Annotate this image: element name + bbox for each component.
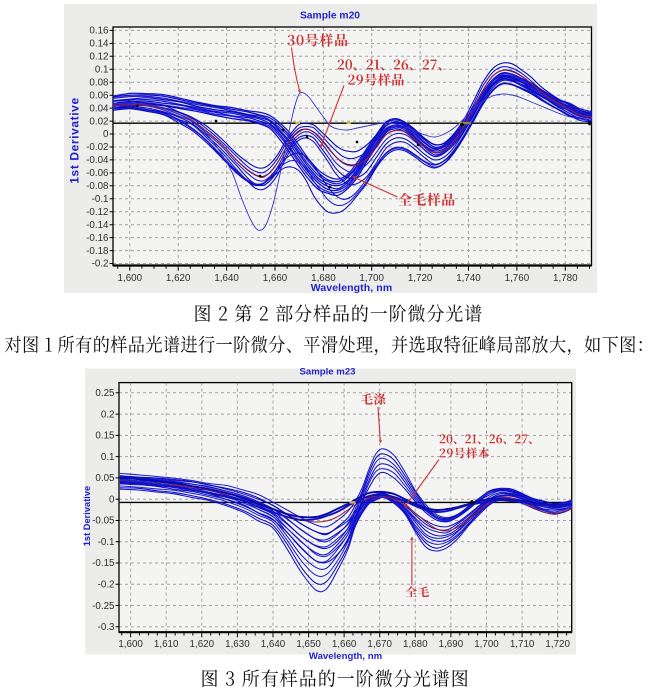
- svg-text:-0.02: -0.02: [86, 142, 108, 153]
- svg-text:-0.2: -0.2: [92, 259, 109, 270]
- svg-text:1,740: 1,740: [456, 273, 481, 284]
- svg-text:-0.14: -0.14: [86, 220, 109, 231]
- svg-text:-0.04: -0.04: [86, 155, 109, 166]
- svg-text:1,620: 1,620: [190, 639, 215, 650]
- svg-text:1,640: 1,640: [214, 273, 239, 284]
- svg-text:-0.16: -0.16: [86, 233, 109, 244]
- svg-text:-0.18: -0.18: [86, 246, 109, 257]
- svg-text:1,600: 1,600: [118, 273, 143, 284]
- svg-text:0.06: 0.06: [89, 90, 109, 101]
- svg-text:1,780: 1,780: [553, 273, 578, 284]
- svg-text:1,600: 1,600: [118, 639, 143, 650]
- svg-text:-0.2: -0.2: [98, 580, 115, 591]
- svg-text:0.12: 0.12: [89, 52, 108, 63]
- svg-text:1,660: 1,660: [332, 639, 357, 650]
- svg-text:1,680: 1,680: [311, 273, 336, 284]
- svg-text:0.2: 0.2: [101, 409, 115, 420]
- svg-text:-0.1: -0.1: [92, 194, 109, 205]
- svg-text:1,720: 1,720: [408, 273, 433, 284]
- svg-text:0: 0: [109, 494, 115, 505]
- svg-text:0.25: 0.25: [95, 388, 115, 399]
- svg-text:Sample m23: Sample m23: [300, 366, 356, 377]
- svg-text:1,670: 1,670: [367, 639, 392, 650]
- svg-text:1,760: 1,760: [505, 273, 530, 284]
- svg-text:-0.12: -0.12: [86, 207, 108, 218]
- svg-text:Wavelength, nm: Wavelength, nm: [309, 651, 382, 662]
- svg-text:1,630: 1,630: [225, 639, 250, 650]
- svg-text:1st Derivative: 1st Derivative: [82, 486, 92, 546]
- svg-text:Wavelength, nm: Wavelength, nm: [311, 282, 393, 294]
- svg-text:-0.08: -0.08: [86, 181, 109, 192]
- svg-text:1,680: 1,680: [403, 639, 428, 650]
- svg-text:0.04: 0.04: [89, 103, 109, 114]
- svg-text:1st Derivative: 1st Derivative: [68, 97, 82, 183]
- svg-text:1,710: 1,710: [510, 639, 535, 650]
- svg-text:1,660: 1,660: [263, 273, 288, 284]
- svg-text:0.08: 0.08: [89, 78, 109, 89]
- svg-text:1,640: 1,640: [261, 639, 286, 650]
- svg-text:0.1: 0.1: [95, 65, 109, 76]
- svg-text:-0.3: -0.3: [98, 622, 115, 633]
- svg-text:-0.25: -0.25: [92, 601, 115, 612]
- svg-text:0: 0: [103, 129, 109, 140]
- svg-text:0.02: 0.02: [89, 116, 108, 127]
- svg-text:0.15: 0.15: [95, 431, 115, 442]
- svg-text:-0.15: -0.15: [92, 558, 115, 569]
- svg-text:1,650: 1,650: [296, 639, 321, 650]
- svg-text:-0.06: -0.06: [86, 168, 109, 179]
- svg-text:0.1: 0.1: [101, 452, 115, 463]
- svg-text:-0.1: -0.1: [98, 537, 115, 548]
- svg-text:1,700: 1,700: [474, 639, 499, 650]
- svg-text:1,700: 1,700: [359, 273, 384, 284]
- svg-text:Sample m20: Sample m20: [300, 10, 360, 21]
- svg-text:-0.05: -0.05: [92, 516, 115, 527]
- svg-text:1,610: 1,610: [154, 639, 179, 650]
- svg-text:0.16: 0.16: [89, 26, 109, 37]
- svg-text:1,690: 1,690: [439, 639, 464, 650]
- svg-text:1,620: 1,620: [166, 273, 191, 284]
- svg-text:0.05: 0.05: [95, 473, 115, 484]
- svg-text:0.14: 0.14: [89, 39, 109, 50]
- svg-text:1,720: 1,720: [545, 639, 570, 650]
